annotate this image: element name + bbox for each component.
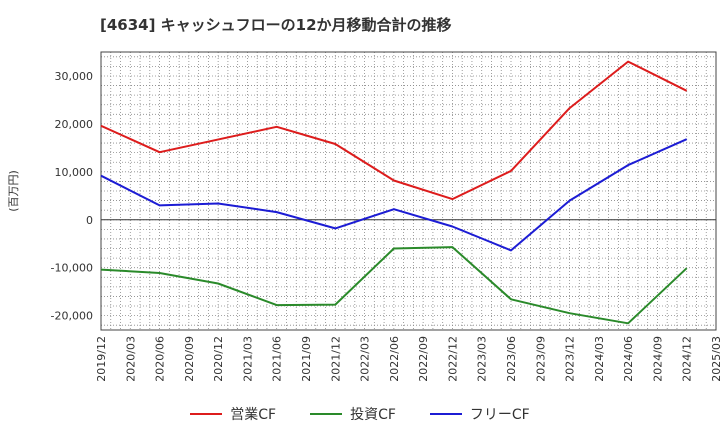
legend-item-operating-cf: 営業CF: [190, 404, 276, 424]
y-tick-label: 20,000: [55, 118, 94, 131]
x-tick-label: 2020/09: [183, 336, 196, 382]
x-tick-label: 2020/06: [154, 336, 167, 382]
y-tick-label: 10,000: [55, 166, 94, 179]
x-tick-label: 2021/09: [300, 336, 313, 382]
chart-title: [4634] キャッシュフローの12か月移動合計の推移: [100, 16, 452, 34]
legend-item-free-cf: フリーCF: [429, 404, 530, 424]
x-tick-label: 2019/12: [95, 336, 108, 382]
x-tick-label: 2023/06: [505, 336, 518, 382]
x-tick-label: 2020/12: [212, 336, 225, 382]
x-tick-label: 2023/09: [534, 336, 547, 382]
x-tick-label: 2022/09: [417, 336, 430, 382]
y-tick-label: -20,000: [51, 310, 93, 323]
chart-canvas: -20,000 -10,000 0 10,000 20,000 30,000 2019/12…: [7, 51, 720, 382]
x-tick-label: 2022/12: [446, 336, 459, 382]
plot-frame: [100, 51, 717, 331]
operating-cf-line: [100, 60, 688, 201]
legend-swatch-operating-cf: [190, 413, 223, 415]
y-tick-label: 30,000: [55, 70, 94, 83]
legend-label-free-cf: フリーCF: [469, 407, 530, 423]
x-tick-label: 2021/06: [271, 336, 284, 382]
free-cf-line: [100, 138, 688, 252]
legend: 営業CF 投資CF フリーCF: [0, 404, 720, 424]
legend-item-investing-cf: 投資CF: [310, 404, 396, 424]
x-tick-label: 2024/03: [593, 336, 606, 382]
x-tick-label: 2021/12: [329, 336, 342, 382]
legend-label-operating-cf: 営業CF: [230, 407, 277, 423]
legend-swatch-investing-cf: [310, 413, 343, 415]
x-tick-label: 2021/03: [241, 336, 254, 382]
legend-label-investing-cf: 投資CF: [350, 407, 396, 423]
x-tick-label: 2020/03: [124, 336, 137, 382]
x-tick-label: 2022/06: [388, 336, 401, 382]
x-tick-label: 2022/03: [359, 336, 372, 382]
legend-swatch-free-cf: [429, 413, 462, 415]
y-axis-title: (百万円): [7, 170, 20, 212]
x-tick-label: 2024/09: [651, 336, 664, 382]
y-tick-label: -10,000: [51, 262, 93, 275]
x-tick-label: 2023/12: [564, 336, 577, 382]
x-tick-label: 2024/06: [622, 336, 635, 382]
investing-cf-line: [100, 246, 688, 325]
x-tick-label: 2025/03: [710, 336, 720, 382]
x-tick-label: 2023/03: [476, 336, 489, 382]
x-tick-label: 2024/12: [681, 336, 694, 382]
y-tick-label: 0: [86, 214, 93, 227]
